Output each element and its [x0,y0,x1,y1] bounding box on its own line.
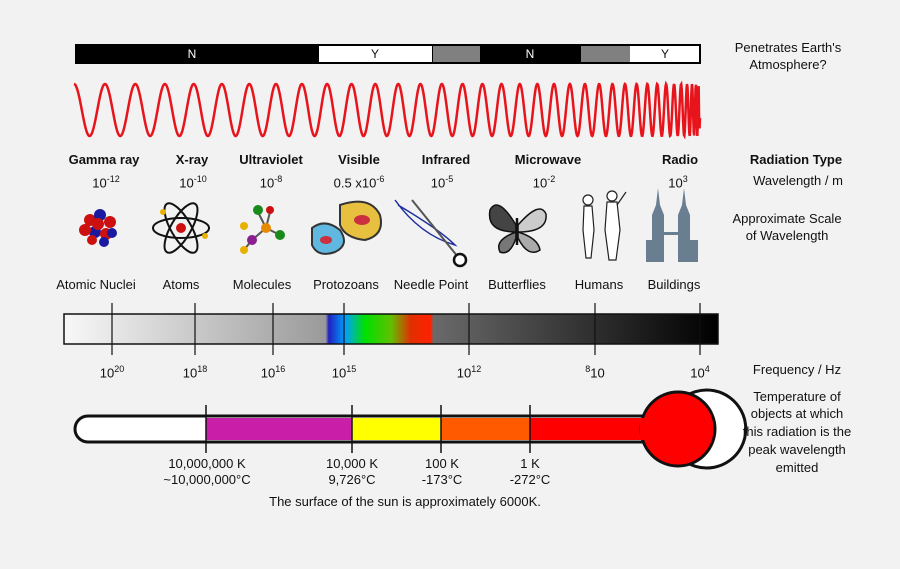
frequency-tick-1e8: 810 [585,364,605,381]
frequency-tick-lines [111,303,701,355]
humans-icon [582,190,627,261]
frequency-tick-1e15: 1015 [331,364,357,381]
atmosphere-label-n1: N [187,47,197,61]
atmosphere-question-line1: Penetrates Earth's [734,40,842,55]
temperature-10k-c: 9,726°C [328,472,376,487]
atmosphere-label-n2: N [525,47,535,61]
temperature-heading-line5: emitted [775,460,819,475]
radiation-type-visible: Visible [338,152,380,167]
atomic-nucleus-icon [79,209,117,247]
temperature-100k-c: -173°C [421,472,463,487]
wavelength-heading: Wavelength / m [753,173,843,188]
wavelength-visible: 0.5 x10-6 [333,174,385,191]
scale-object-protozoans: Protozoans [313,277,379,292]
radiation-type-radio: Radio [661,152,699,167]
wavelength-xray: 10-10 [179,174,207,191]
scale-object-atomic-nuclei: Atomic Nuclei [56,277,136,292]
radiation-type-infrared: Infrared [421,152,471,167]
sun-surface-note: The surface of the sun is approximately … [269,494,541,509]
scale-object-humans: Humans [574,277,624,292]
radiation-type-xray: X-ray [175,152,209,167]
wave-line [73,80,702,140]
atmosphere-segment-n1 [76,45,318,63]
temperature-10k-k: 10,000 K [325,456,379,471]
atmosphere-segment-grey1 [433,45,480,63]
wavelength-gamma: 10-12 [92,174,120,191]
scale-object-buildings: Buildings [647,277,701,292]
temperature-100k-k: 100 K [425,456,459,471]
molecule-icon [240,205,285,254]
needle-icon [394,199,468,268]
temperature-10m-c: ~10,000,000°C [163,472,251,487]
scale-object-butterflies: Butterflies [488,277,546,292]
scale-object-molecules: Molecules [232,277,292,292]
atmosphere-frame [75,44,701,64]
frequency-heading: Frequency / Hz [752,362,842,377]
frequency-tick-1e12: 1012 [456,364,482,381]
radiation-type-uv: Ultraviolet [239,152,303,167]
frequency-tick-1e20: 1020 [99,364,125,381]
frequency-tick-1e4: 104 [690,364,710,381]
temperature-heading-line4: peak wavelength [748,442,846,457]
wavelength-radio: 103 [668,174,688,191]
thermometer [73,388,748,470]
scale-heading-line1: Approximate Scale [732,211,842,226]
atmosphere-segment-grey2 [581,45,630,63]
thermometer-uv-band [206,418,352,440]
temperature-heading-line1: Temperature of [753,389,841,404]
thermometer-infrared-band [441,418,530,440]
thermometer-radio-band [530,418,672,440]
scale-object-atoms: Atoms [162,277,200,292]
atmosphere-label-y2: Y [660,47,670,61]
atmosphere-segment-n2 [480,45,581,63]
temperature-10m-k: 10,000,000 K [168,456,246,471]
frequency-tick-1e16: 1016 [260,364,286,381]
atmosphere-bar [75,44,701,64]
temperature-heading-line2: objects at which [750,406,844,421]
temperature-1k-k: 1 K [520,456,540,471]
radiation-type-gamma: Gamma ray [68,152,140,167]
temperature-heading-line3: this radiation is the [742,424,852,439]
atom-icon [152,202,210,254]
thermometer-visible-band [352,418,441,440]
protozoa-icon [311,200,382,255]
wavelength-infrared: 10-5 [430,174,454,191]
scale-object-needle-point: Needle Point [393,277,469,292]
frequency-bar [63,313,719,345]
buildings-icon [646,188,698,262]
wavelength-microwave: 10-2 [532,174,556,191]
butterfly-icon [488,204,547,254]
wavelength-uv: 10-8 [259,174,283,191]
radiation-type-microwave: Microwave [514,152,582,167]
radiation-type-heading: Radiation Type [749,152,843,167]
frequency-tick-1e18: 1018 [182,364,208,381]
atmosphere-label-y1: Y [370,47,380,61]
temperature-1k-c: -272°C [509,472,551,487]
atmosphere-segment-y2 [630,45,700,63]
atmosphere-question-line2: Atmosphere? [749,57,827,72]
scale-heading-line2: of Wavelength [745,228,829,243]
